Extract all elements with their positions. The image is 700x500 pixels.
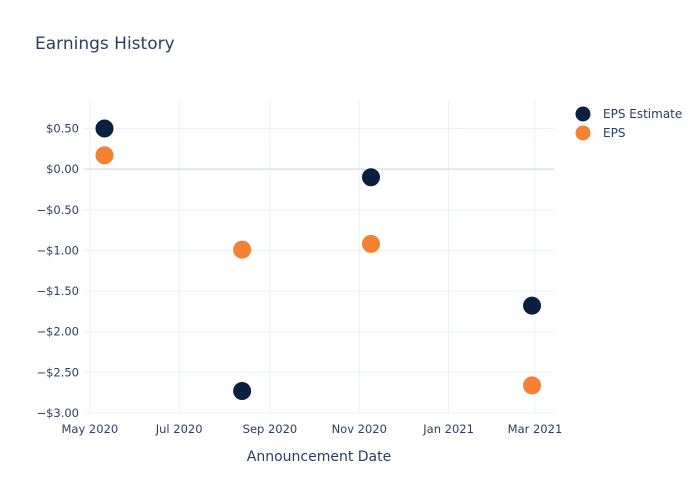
data-point-eps[interactable] bbox=[94, 145, 115, 166]
x-tick-label: Nov 2020 bbox=[332, 422, 387, 436]
legend-marker[interactable] bbox=[574, 124, 592, 142]
x-tick-label: Jan 2021 bbox=[422, 422, 474, 436]
y-tick-label: −$3.00 bbox=[36, 406, 79, 420]
y-tick-label: $0.50 bbox=[46, 121, 79, 135]
chart-title: Earnings History bbox=[35, 34, 175, 54]
x-tick-label: Jul 2020 bbox=[155, 422, 203, 436]
data-point-eps[interactable] bbox=[232, 239, 253, 260]
y-tick-label: −$2.00 bbox=[36, 325, 79, 339]
y-tick-label: −$1.50 bbox=[36, 284, 79, 298]
data-point-eps-estimate[interactable] bbox=[522, 295, 543, 316]
data-point-eps[interactable] bbox=[360, 233, 381, 254]
y-tick-label: −$2.50 bbox=[36, 365, 79, 379]
data-point-eps[interactable] bbox=[522, 375, 543, 396]
y-tick-label: −$0.50 bbox=[36, 203, 79, 217]
x-tick-label: May 2020 bbox=[62, 422, 119, 436]
legend-label[interactable]: EPS bbox=[603, 126, 625, 140]
legend-label[interactable]: EPS Estimate bbox=[603, 107, 682, 121]
x-axis-title: Announcement Date bbox=[247, 449, 391, 465]
data-point-eps-estimate[interactable] bbox=[94, 118, 115, 139]
data-point-eps-estimate[interactable] bbox=[360, 167, 381, 188]
x-tick-label: Mar 2021 bbox=[508, 422, 563, 436]
y-tick-label: $0.00 bbox=[46, 162, 79, 176]
data-point-eps-estimate[interactable] bbox=[232, 381, 253, 402]
legend-marker[interactable] bbox=[574, 105, 592, 123]
y-tick-label: −$1.00 bbox=[36, 243, 79, 257]
x-tick-label: Sep 2020 bbox=[243, 422, 298, 436]
